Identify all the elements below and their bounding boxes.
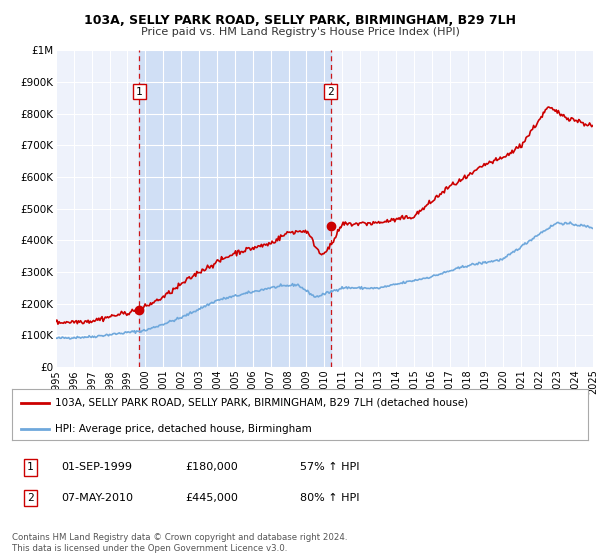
Text: HPI: Average price, detached house, Birmingham: HPI: Average price, detached house, Birm… bbox=[55, 423, 312, 433]
Text: 80% ↑ HPI: 80% ↑ HPI bbox=[300, 493, 359, 503]
Bar bbox=[139, 50, 331, 367]
Text: 01-SEP-1999: 01-SEP-1999 bbox=[61, 463, 132, 473]
Text: Price paid vs. HM Land Registry's House Price Index (HPI): Price paid vs. HM Land Registry's House … bbox=[140, 27, 460, 37]
Text: 103A, SELLY PARK ROAD, SELLY PARK, BIRMINGHAM, B29 7LH: 103A, SELLY PARK ROAD, SELLY PARK, BIRMI… bbox=[84, 14, 516, 27]
Text: 2: 2 bbox=[27, 493, 34, 503]
Text: 57% ↑ HPI: 57% ↑ HPI bbox=[300, 463, 359, 473]
Text: £180,000: £180,000 bbox=[185, 463, 238, 473]
Text: 2: 2 bbox=[327, 87, 334, 96]
Text: 1: 1 bbox=[136, 87, 143, 96]
Text: £445,000: £445,000 bbox=[185, 493, 238, 503]
Text: 1: 1 bbox=[27, 463, 34, 473]
Text: 07-MAY-2010: 07-MAY-2010 bbox=[61, 493, 133, 503]
Text: 103A, SELLY PARK ROAD, SELLY PARK, BIRMINGHAM, B29 7LH (detached house): 103A, SELLY PARK ROAD, SELLY PARK, BIRMI… bbox=[55, 398, 469, 408]
Text: Contains HM Land Registry data © Crown copyright and database right 2024.
This d: Contains HM Land Registry data © Crown c… bbox=[12, 533, 347, 553]
